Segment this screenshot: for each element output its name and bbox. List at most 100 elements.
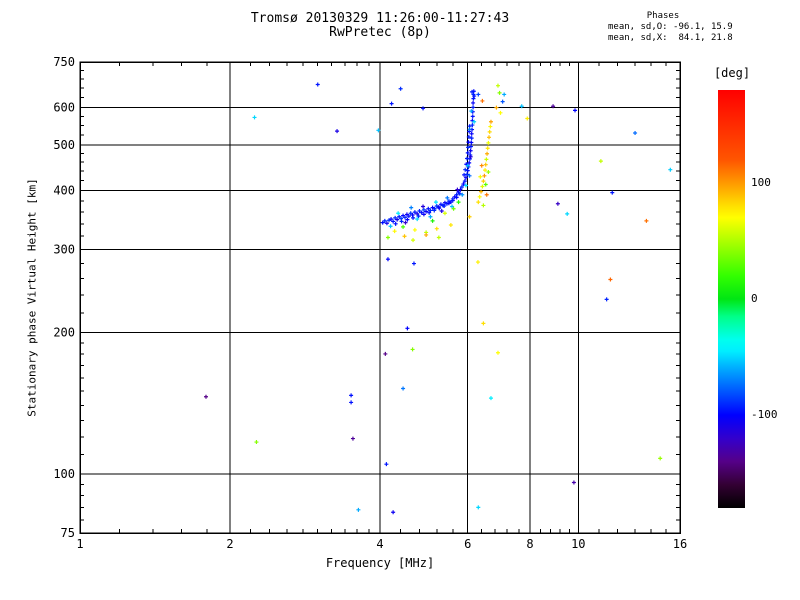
- data-point: [445, 195, 450, 200]
- data-point: [376, 128, 381, 133]
- data-point: [403, 215, 408, 220]
- data-point: [419, 210, 424, 215]
- data-point: [428, 208, 433, 213]
- y-tick-label: 200: [53, 325, 75, 339]
- data-point: [479, 189, 484, 194]
- data-point: [470, 89, 475, 94]
- data-point: [476, 200, 481, 205]
- data-point: [424, 232, 429, 237]
- data-point: [350, 436, 355, 441]
- data-point: [463, 183, 468, 188]
- data-point: [398, 86, 403, 91]
- data-point: [658, 456, 663, 461]
- data-point: [393, 221, 398, 226]
- data-point: [432, 208, 437, 213]
- data-point: [315, 82, 320, 87]
- y-axis-title: Stationary phase Virtual Height [km]: [25, 178, 39, 417]
- data-point: [434, 226, 439, 231]
- data-point: [396, 211, 401, 216]
- data-point: [466, 140, 471, 145]
- data-point: [475, 260, 480, 265]
- data-point: [482, 173, 487, 178]
- data-point: [385, 235, 390, 240]
- x-axis-title: Frequency [MHz]: [325, 556, 435, 570]
- data-point: [385, 257, 390, 262]
- data-point: [430, 218, 435, 223]
- data-point: [349, 393, 354, 398]
- y-tick-label: 75: [61, 526, 75, 540]
- data-point: [462, 179, 467, 184]
- data-point: [395, 217, 400, 222]
- y-tick-label: 500: [53, 138, 75, 152]
- data-point: [203, 394, 208, 399]
- data-point: [438, 202, 443, 207]
- data-point: [399, 219, 404, 224]
- data-point: [391, 510, 396, 515]
- data-point: [485, 146, 490, 151]
- data-point: [465, 156, 470, 161]
- data-point: [421, 207, 426, 212]
- data-point: [403, 220, 408, 225]
- data-point: [477, 194, 482, 199]
- data-point: [433, 200, 438, 205]
- data-point: [415, 211, 420, 216]
- data-point: [481, 179, 486, 184]
- data-point: [448, 223, 453, 228]
- data-point: [471, 96, 476, 101]
- x-tick-label: 8: [526, 537, 533, 551]
- data-point: [389, 217, 394, 222]
- data-point: [356, 507, 361, 512]
- data-point: [254, 440, 259, 445]
- colorbar-title: [deg]: [713, 66, 751, 80]
- data-point: [565, 211, 570, 216]
- data-point: [405, 326, 410, 331]
- data-point: [465, 150, 470, 155]
- plot-subtitle: RwPretec (8p): [329, 25, 431, 40]
- data-point: [439, 209, 444, 214]
- data-point: [469, 131, 474, 136]
- data-point: [468, 144, 473, 149]
- data-point: [480, 184, 485, 189]
- data-point: [488, 119, 493, 124]
- data-point: [410, 347, 415, 352]
- plot-title-block: Tromsø 20130329 11:26:00-11:27:43 RwPret…: [80, 12, 680, 40]
- data-point: [486, 170, 491, 175]
- data-point: [461, 182, 466, 187]
- data-point: [466, 145, 471, 150]
- data-point: [468, 148, 473, 153]
- data-point: [610, 190, 615, 195]
- data-point: [411, 261, 416, 266]
- data-point: [483, 168, 488, 173]
- data-point: [484, 192, 489, 197]
- data-point: [551, 104, 556, 109]
- phase-stats-o-mode: mean, sd,O: -96.1, 15.9: [608, 22, 733, 32]
- data-point: [484, 157, 489, 162]
- colorbar-tick-label: 100: [751, 175, 771, 189]
- data-point: [486, 140, 491, 145]
- data-point: [480, 98, 485, 103]
- data-point: [401, 224, 406, 229]
- data-point: [380, 220, 385, 225]
- y-tick-label: 750: [53, 55, 75, 69]
- data-point: [252, 115, 257, 120]
- data-point: [502, 92, 507, 97]
- data-point: [417, 209, 422, 214]
- data-point: [405, 217, 410, 222]
- data-point: [633, 131, 638, 136]
- colorbar-tick-label: -100: [751, 408, 778, 422]
- data-point: [430, 205, 435, 210]
- data-point: [446, 201, 451, 206]
- data-point: [457, 191, 462, 196]
- data-point: [465, 168, 470, 173]
- data-point: [421, 212, 426, 217]
- data-point: [411, 215, 416, 220]
- data-point: [598, 159, 603, 164]
- y-tick-label: 300: [53, 242, 75, 256]
- data-point: [456, 200, 461, 205]
- y-tick-label: 400: [53, 184, 75, 198]
- data-point: [668, 167, 673, 172]
- x-tick-label: 4: [376, 537, 383, 551]
- data-point: [437, 206, 442, 211]
- x-tick-label: 16: [673, 537, 687, 551]
